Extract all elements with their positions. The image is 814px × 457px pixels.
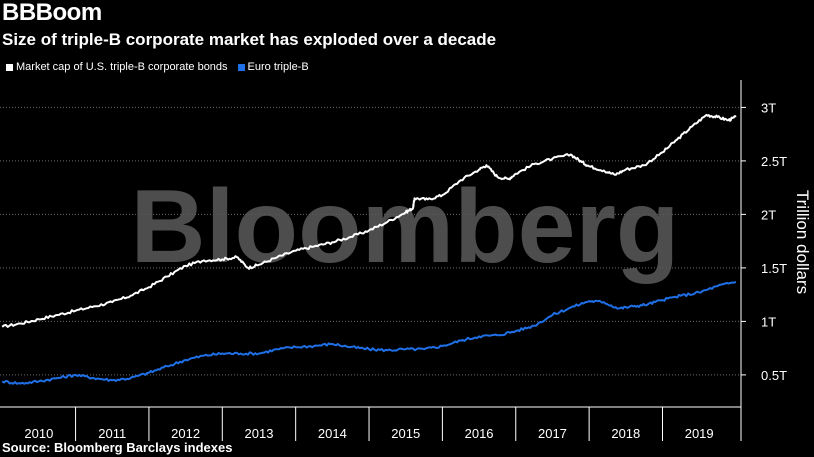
grid-lines: [0, 106, 741, 376]
chart-title: BBBoom: [2, 0, 102, 26]
x-tick-label: 2017: [538, 426, 567, 441]
y-axis-label: Trillion dollars: [793, 190, 812, 294]
legend-swatch-euro: [237, 63, 245, 71]
series-line-euro: [1, 280, 737, 385]
legend: Market cap of U.S. triple-B corporate bo…: [6, 61, 309, 73]
x-tick-label: 2015: [391, 426, 420, 441]
x-tick-label: 2013: [245, 426, 274, 441]
y-tick-label: 1T: [761, 314, 776, 329]
x-tick-label: 2014: [318, 426, 347, 441]
series-line-us: [1, 113, 737, 328]
y-tick-label: 1.5T: [761, 261, 787, 276]
legend-label-euro: Euro triple-B: [247, 61, 309, 73]
watermark: Bloomberg: [131, 169, 680, 285]
x-tick-label: 2011: [98, 426, 126, 441]
series-lines: [1, 113, 737, 385]
y-tick-label: 2T: [761, 207, 776, 222]
axes: 0.5T 1T 1.5T 2T 2.5T 3T 2010 2011 2012 2013 2014 20…: [0, 80, 787, 441]
y-tick-label: 3T: [761, 100, 776, 115]
x-tick-label: 2019: [685, 426, 714, 441]
legend-item-euro: Euro triple-B: [237, 61, 309, 73]
legend-swatch-us: [6, 63, 13, 71]
source-note: Source: Bloomberg Barclays indexes: [2, 440, 233, 455]
x-tick-label: 2012: [171, 426, 200, 441]
y-tick-label: 0.5T: [761, 368, 787, 383]
chart-subtitle: Size of triple-B corporate market has ex…: [2, 30, 497, 49]
legend-item-us: Market cap of U.S. triple-B corporate bo…: [6, 61, 228, 73]
x-tick-label: 2016: [465, 426, 494, 441]
legend-label-us: Market cap of U.S. triple-B corporate bo…: [16, 61, 228, 73]
y-tick-label: 2.5T: [761, 154, 787, 169]
x-tick-label: 2018: [611, 426, 640, 441]
x-tick-label: 2010: [24, 426, 53, 441]
